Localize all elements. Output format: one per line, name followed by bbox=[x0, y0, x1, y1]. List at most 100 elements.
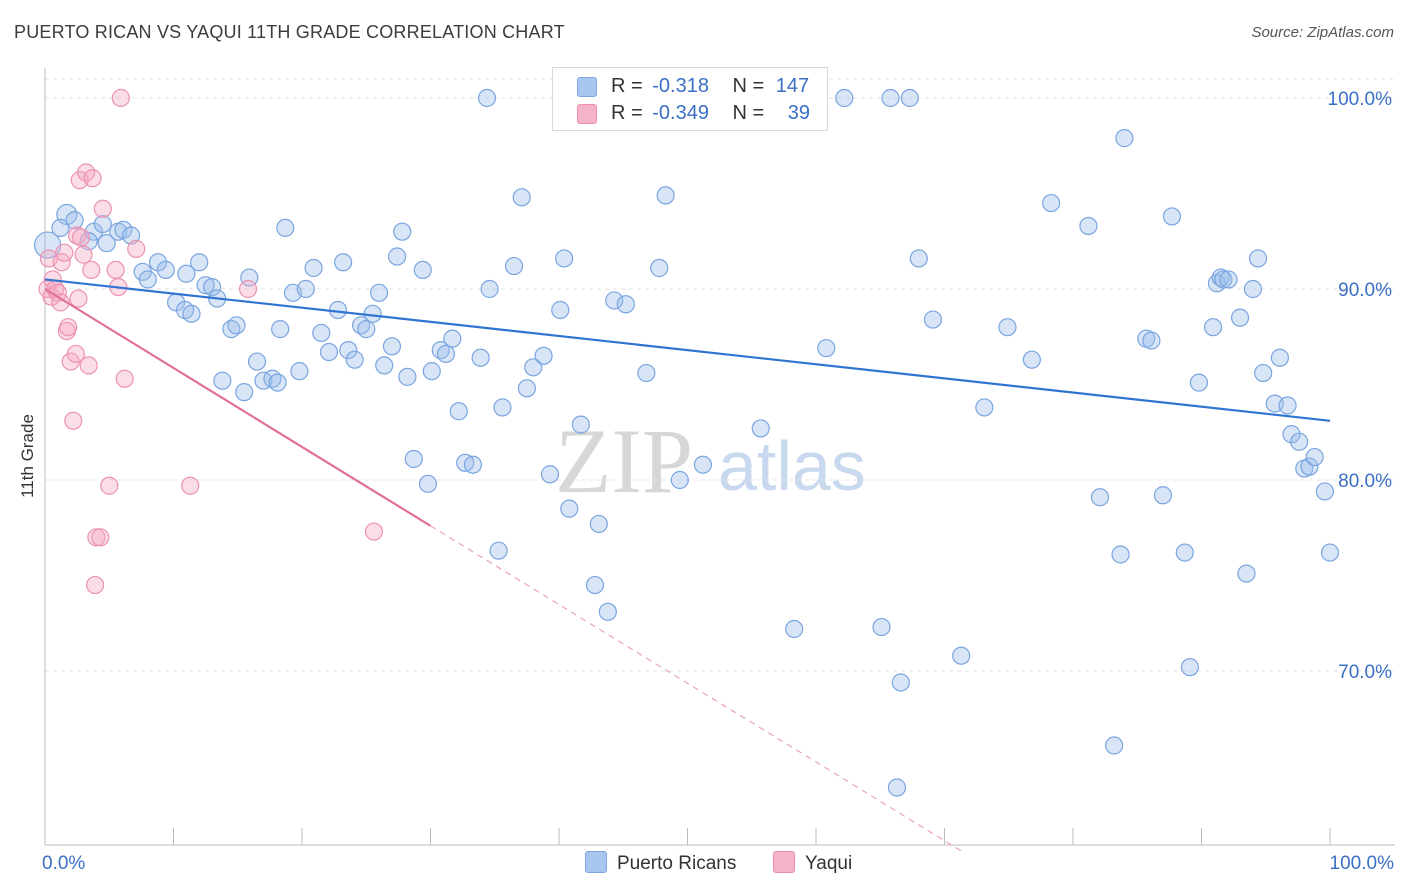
gridlines bbox=[45, 78, 1395, 672]
puerto-ricans-point-103 bbox=[909, 249, 928, 268]
yaqui-point-18 bbox=[74, 245, 93, 264]
puerto-ricans-point-140 bbox=[1315, 482, 1334, 501]
puerto-ricans-point-30 bbox=[268, 373, 287, 392]
legend-swatch-yaqui bbox=[577, 104, 597, 124]
puerto-ricans-point-119 bbox=[1175, 543, 1194, 562]
yaqui-point-23 bbox=[86, 575, 105, 595]
puerto-ricans-point-59 bbox=[443, 329, 462, 348]
puerto-ricans-point-64 bbox=[477, 88, 497, 108]
n-value: 147 bbox=[775, 75, 810, 97]
yaqui-point-26 bbox=[93, 199, 112, 218]
puerto-ricans-point-26 bbox=[235, 383, 254, 402]
x-tick-label-max: 100.0% bbox=[1330, 853, 1395, 874]
watermark-atlas: atlas bbox=[718, 427, 866, 505]
yaqui-point-28 bbox=[106, 260, 125, 279]
puerto-ricans-point-2 bbox=[51, 218, 70, 237]
trend-line-puerto-ricans bbox=[44, 278, 1331, 422]
y-tick-label-2: 80.0% bbox=[1338, 471, 1392, 492]
puerto-ricans-point-99 bbox=[881, 88, 900, 108]
yaqui-point-22 bbox=[83, 169, 102, 188]
r-value: -0.318 bbox=[652, 75, 709, 97]
puerto-ricans-point-25 bbox=[213, 371, 232, 390]
puerto-ricans-point-136 bbox=[1290, 432, 1309, 451]
x-tick-label-min: 0.0% bbox=[42, 853, 85, 874]
puerto-ricans-point-122 bbox=[1203, 318, 1223, 337]
yaqui-point-15 bbox=[69, 289, 88, 308]
n-label: N = bbox=[732, 75, 765, 97]
yaqui-point-12 bbox=[64, 411, 83, 430]
legend-swatch-puerto-ricans bbox=[577, 77, 597, 97]
yaqui-point-32 bbox=[127, 239, 146, 258]
puerto-ricans-point-112 bbox=[1105, 736, 1124, 755]
puerto-ricans-point-67 bbox=[493, 398, 512, 417]
legend-label-yaqui: Yaqui bbox=[805, 853, 853, 874]
puerto-ricans-point-53 bbox=[404, 449, 423, 469]
puerto-ricans-point-141 bbox=[1320, 543, 1340, 562]
puerto-ricans-point-13 bbox=[148, 253, 168, 272]
watermark-zip: ZIP bbox=[555, 410, 693, 512]
puerto-ricans-point-33 bbox=[276, 218, 295, 237]
puerto-ricans-point-109 bbox=[1042, 193, 1061, 213]
yaqui-point-8 bbox=[55, 243, 74, 262]
axes bbox=[44, 68, 1395, 846]
puerto-ricans-point-7 bbox=[97, 234, 116, 253]
puerto-ricans-point-138 bbox=[1300, 457, 1319, 476]
puerto-ricans-point-107 bbox=[998, 318, 1017, 337]
puerto-ricans-point-93 bbox=[751, 419, 770, 438]
legend-label-puerto-ricans: Puerto Ricans bbox=[617, 853, 737, 874]
yaqui-point-20 bbox=[79, 356, 98, 375]
y-tick-labels: 100.0% 90.0% 80.0% 70.0% bbox=[1328, 89, 1393, 683]
puerto-ricans-point-49 bbox=[382, 337, 402, 356]
puerto-ricans-point-5 bbox=[93, 214, 112, 234]
yaqui-point-17 bbox=[71, 228, 91, 247]
puerto-ricans-point-97 bbox=[835, 88, 854, 108]
puerto-ricans-point-94 bbox=[785, 619, 804, 639]
puerto-ricans-point-135 bbox=[1282, 425, 1301, 444]
puerto-ricans-point-110 bbox=[1079, 216, 1098, 236]
puerto-ricans-point-39 bbox=[319, 342, 339, 362]
puerto-ricans-point-10 bbox=[121, 226, 141, 245]
puerto-ricans-point-50 bbox=[387, 247, 407, 266]
series-yaqui bbox=[38, 88, 384, 595]
puerto-ricans-point-125 bbox=[1214, 270, 1233, 289]
puerto-ricans-point-38 bbox=[312, 323, 331, 343]
puerto-ricans-point-105 bbox=[952, 646, 971, 665]
puerto-ricans-point-82 bbox=[616, 295, 635, 314]
puerto-ricans-point-102 bbox=[900, 88, 919, 108]
puerto-ricans-point-41 bbox=[334, 253, 353, 272]
puerto-ricans-point-78 bbox=[585, 575, 605, 595]
legend-item-puerto-ricans: Puerto Ricans bbox=[585, 850, 736, 878]
puerto-ricans-point-24 bbox=[227, 316, 246, 335]
r-label: R = bbox=[611, 102, 643, 124]
puerto-ricans-point-113 bbox=[1111, 545, 1130, 564]
yaqui-point-33 bbox=[181, 476, 200, 495]
puerto-ricans-point-68 bbox=[504, 256, 524, 276]
puerto-ricans-point-121 bbox=[1189, 373, 1209, 392]
puerto-ricans-point-17 bbox=[182, 304, 201, 323]
puerto-ricans-point-89 bbox=[693, 455, 713, 474]
puerto-ricans-point-42 bbox=[339, 341, 358, 360]
puerto-ricans-point-75 bbox=[555, 249, 574, 268]
correlation-legend: R = -0.318 N = 147 R = -0.349 N = 39 bbox=[552, 67, 828, 131]
puerto-ricans-point-3 bbox=[65, 211, 84, 230]
y-axis-label: 11th Grade bbox=[18, 414, 37, 498]
puerto-ricans-point-80 bbox=[598, 602, 617, 621]
puerto-ricans-point-14 bbox=[156, 260, 175, 279]
series-legend: Puerto Ricans Yaqui bbox=[0, 850, 1406, 878]
puerto-ricans-point-70 bbox=[517, 379, 536, 398]
puerto-ricans-point-131 bbox=[1254, 363, 1273, 383]
puerto-ricans-point-100 bbox=[891, 673, 910, 692]
yaqui-point-6 bbox=[51, 293, 70, 312]
n-value: 39 bbox=[787, 102, 811, 124]
x-tick-labels: 0.0% 100.0% bbox=[42, 853, 1394, 874]
puerto-ricans-point-129 bbox=[1243, 279, 1263, 299]
puerto-ricans-point-134 bbox=[1278, 396, 1297, 415]
puerto-ricans-point-81 bbox=[605, 291, 624, 310]
r-value: -0.349 bbox=[652, 102, 709, 124]
puerto-ricans-point-60 bbox=[449, 402, 468, 421]
puerto-ricans-point-96 bbox=[817, 339, 836, 358]
yaqui-point-31 bbox=[115, 369, 134, 388]
puerto-ricans-point-104 bbox=[923, 310, 943, 329]
puerto-ricans-point-128 bbox=[1237, 564, 1256, 583]
